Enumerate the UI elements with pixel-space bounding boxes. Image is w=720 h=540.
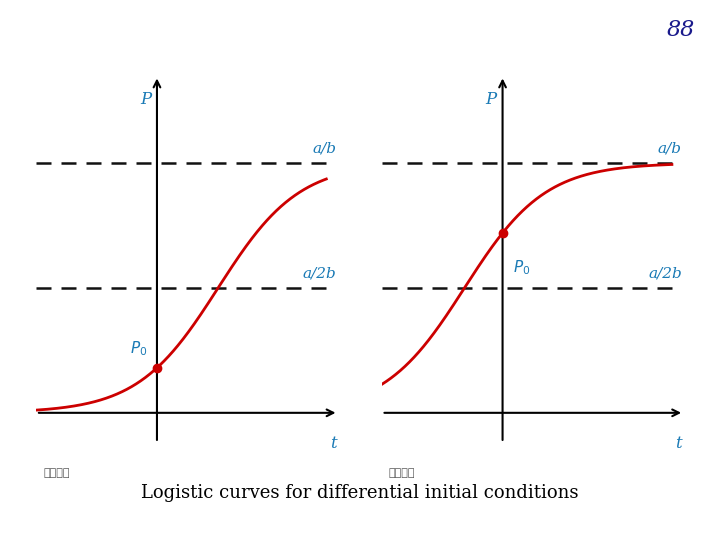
Text: P: P <box>485 91 497 107</box>
Text: $P_0$: $P_0$ <box>513 258 530 276</box>
Text: ⒸⒸⒸⒸ: ⒸⒸⒸⒸ <box>389 468 415 478</box>
Text: Logistic curves for differential initial conditions: Logistic curves for differential initial… <box>141 484 579 502</box>
Text: 88: 88 <box>667 19 695 41</box>
Text: P: P <box>140 91 151 107</box>
Text: a/2b: a/2b <box>648 266 682 280</box>
Text: a/2b: a/2b <box>302 266 336 280</box>
Text: $P_0$: $P_0$ <box>130 339 147 358</box>
Text: t: t <box>330 435 336 453</box>
Text: t: t <box>675 435 682 453</box>
Text: ⒸⒸⒸⒸ: ⒸⒸⒸⒸ <box>43 468 70 478</box>
Text: a/b: a/b <box>658 141 682 156</box>
Text: a/b: a/b <box>312 141 336 156</box>
